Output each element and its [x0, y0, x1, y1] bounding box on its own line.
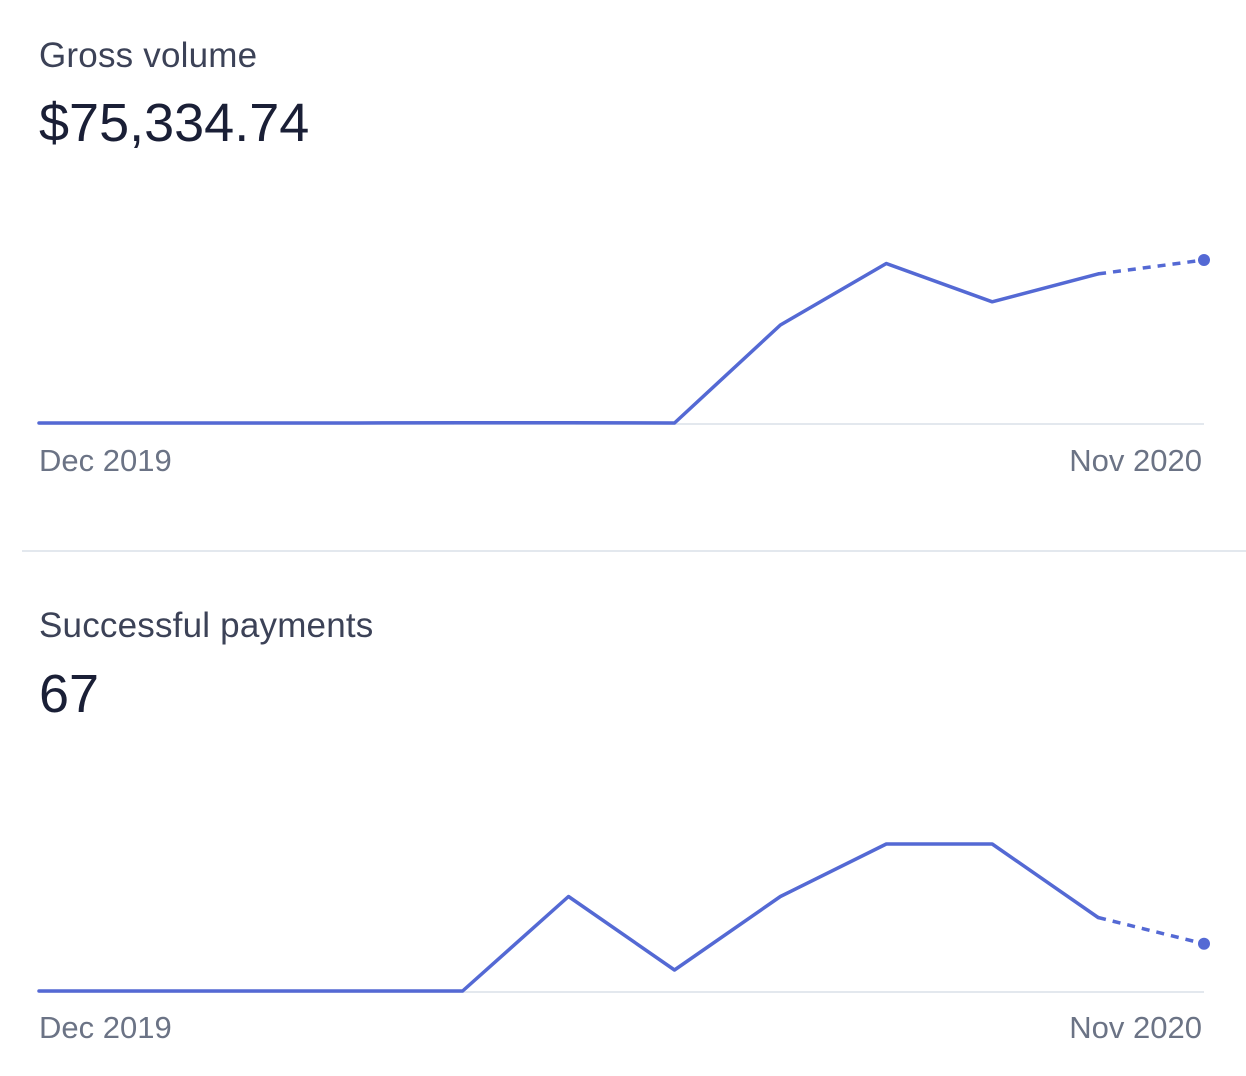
successful-payments-label: Successful payments — [39, 606, 374, 645]
series-endpoint — [1198, 254, 1210, 267]
series-endpoint — [1198, 937, 1210, 950]
gross-volume-end-date: Nov 2020 — [1069, 443, 1202, 478]
successful-payments-chart — [37, 842, 1210, 993]
gross-volume-start-date: Dec 2019 — [39, 443, 172, 478]
successful-payments-panel: Successful payments 67 Dec 2019 Nov 2020 — [0, 554, 1246, 1076]
gross-volume-value: $75,334.74 — [39, 93, 310, 153]
section-divider — [22, 550, 1246, 552]
gross-volume-label: Gross volume — [39, 36, 258, 75]
gross-volume-panel: Gross volume $75,334.74 Dec 2019 Nov 202… — [37, 36, 1210, 478]
successful-payments-end-date: Nov 2020 — [1069, 1010, 1202, 1045]
gross-volume-chart — [37, 254, 1210, 425]
series-line — [37, 261, 1100, 425]
series-projection-line — [1097, 258, 1205, 276]
series-projection-line — [1097, 915, 1205, 946]
series-line — [37, 842, 1100, 993]
successful-payments-value: 67 — [39, 664, 100, 724]
successful-payments-start-date: Dec 2019 — [39, 1010, 172, 1045]
